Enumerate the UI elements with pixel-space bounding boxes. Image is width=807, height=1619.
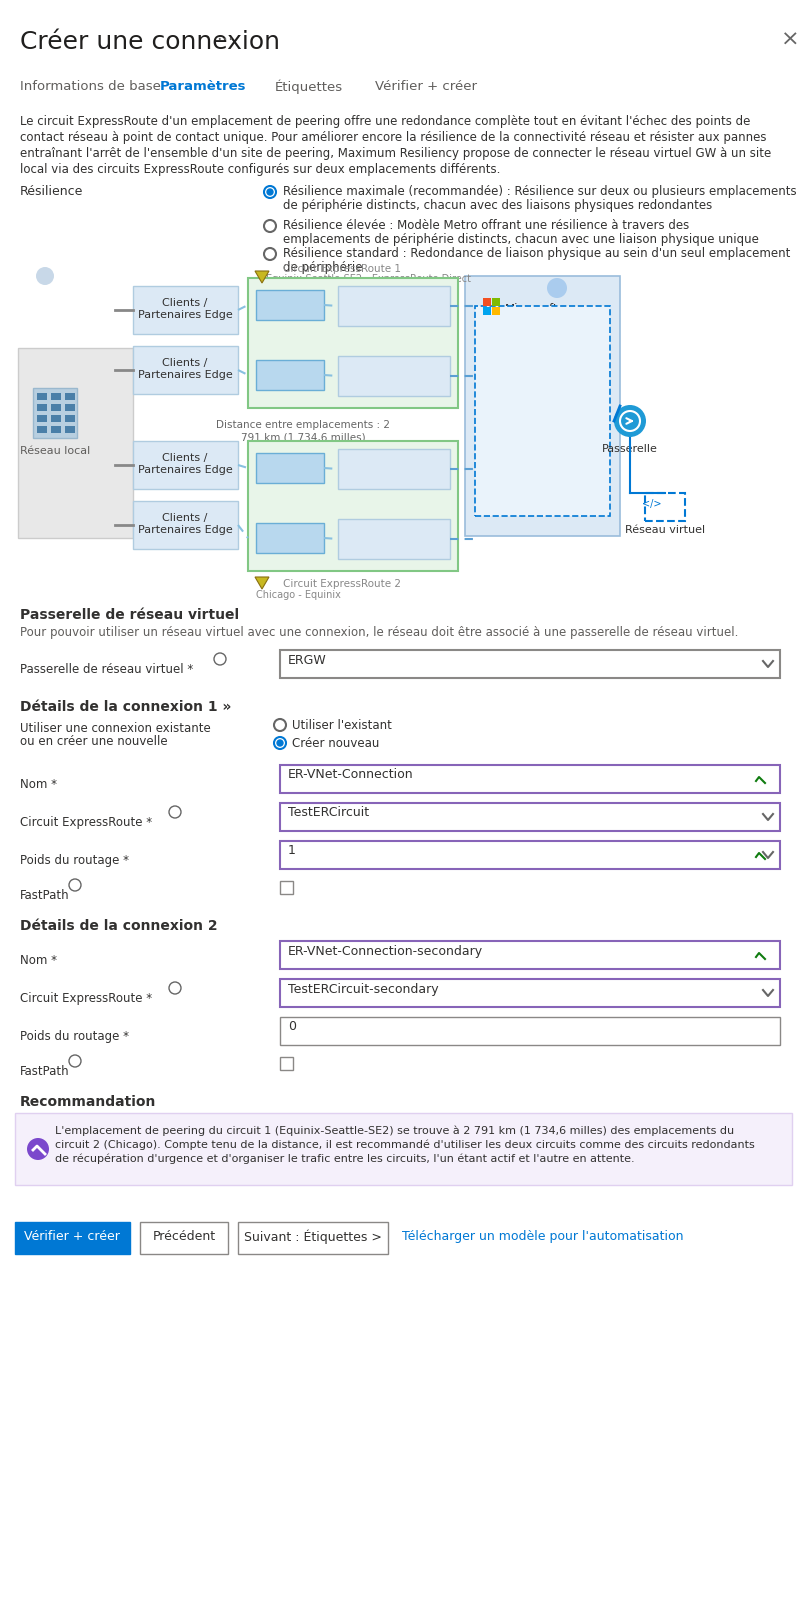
FancyBboxPatch shape bbox=[65, 405, 75, 411]
FancyBboxPatch shape bbox=[51, 426, 61, 432]
Text: Télécharger un modèle pour l'automatisation: Télécharger un modèle pour l'automatisat… bbox=[402, 1230, 684, 1243]
Text: Clients /: Clients / bbox=[162, 513, 207, 523]
Circle shape bbox=[69, 1056, 81, 1067]
Text: Distance entre emplacements : 2: Distance entre emplacements : 2 bbox=[216, 419, 390, 431]
Text: 0: 0 bbox=[288, 1020, 296, 1033]
Text: local via des circuits ExpressRoute configurés sur deux emplacements différents.: local via des circuits ExpressRoute conf… bbox=[20, 164, 500, 176]
Text: Résilience: Résilience bbox=[20, 185, 83, 198]
Text: Chicago - Equinix: Chicago - Equinix bbox=[256, 589, 341, 601]
Text: Pour pouvoir utiliser un réseau virtuel avec une connexion, le réseau doit être : Pour pouvoir utiliser un réseau virtuel … bbox=[20, 627, 738, 640]
Text: Utiliser l'existant: Utiliser l'existant bbox=[292, 719, 392, 732]
Text: Réseau local: Réseau local bbox=[20, 445, 90, 457]
Polygon shape bbox=[255, 270, 269, 283]
FancyBboxPatch shape bbox=[37, 414, 47, 423]
Text: Equinix-Seattle-SE2 - ExpressRoute Direct: Equinix-Seattle-SE2 - ExpressRoute Direc… bbox=[266, 274, 471, 283]
Text: Vérifier + créer: Vérifier + créer bbox=[24, 1230, 120, 1243]
FancyBboxPatch shape bbox=[15, 1222, 130, 1255]
Text: contact réseau à point de contact unique. Pour améliorer encore la résilience de: contact réseau à point de contact unique… bbox=[20, 131, 767, 144]
Text: TestERCircuit-secondary: TestERCircuit-secondary bbox=[288, 983, 439, 996]
FancyBboxPatch shape bbox=[37, 426, 47, 432]
Text: ER-VNet-Connection-secondary: ER-VNet-Connection-secondary bbox=[288, 944, 483, 957]
FancyBboxPatch shape bbox=[51, 414, 61, 423]
FancyBboxPatch shape bbox=[65, 393, 75, 400]
FancyBboxPatch shape bbox=[248, 440, 458, 572]
Circle shape bbox=[69, 879, 81, 890]
FancyBboxPatch shape bbox=[238, 1222, 388, 1255]
Text: 1: 1 bbox=[288, 845, 296, 858]
FancyBboxPatch shape bbox=[256, 453, 324, 482]
Text: i: i bbox=[73, 881, 77, 890]
FancyBboxPatch shape bbox=[256, 290, 324, 321]
Text: i: i bbox=[174, 808, 176, 818]
Text: 791 km (1 734,6 milles): 791 km (1 734,6 milles) bbox=[240, 432, 366, 444]
Text: Partenaires Edge: Partenaires Edge bbox=[138, 371, 232, 380]
Text: Utiliser une connexion existante: Utiliser une connexion existante bbox=[20, 722, 211, 735]
Text: Microsoft: Microsoft bbox=[370, 525, 418, 534]
Circle shape bbox=[36, 267, 54, 285]
FancyBboxPatch shape bbox=[133, 500, 238, 549]
FancyBboxPatch shape bbox=[280, 1057, 293, 1070]
FancyBboxPatch shape bbox=[33, 389, 77, 439]
FancyBboxPatch shape bbox=[65, 414, 75, 423]
FancyBboxPatch shape bbox=[280, 881, 293, 894]
Text: de périphérie distincts, chacun avec des liaisons physiques redondantes: de périphérie distincts, chacun avec des… bbox=[283, 199, 713, 212]
FancyBboxPatch shape bbox=[280, 840, 780, 869]
FancyBboxPatch shape bbox=[18, 348, 133, 538]
FancyBboxPatch shape bbox=[483, 298, 491, 306]
FancyBboxPatch shape bbox=[133, 346, 238, 393]
Text: Suivant : Étiquettes >: Suivant : Étiquettes > bbox=[244, 1230, 382, 1245]
Text: Passerelle: Passerelle bbox=[602, 444, 658, 453]
FancyBboxPatch shape bbox=[280, 803, 780, 831]
Text: TestERCircuit: TestERCircuit bbox=[288, 806, 369, 819]
Circle shape bbox=[214, 652, 226, 665]
FancyBboxPatch shape bbox=[256, 523, 324, 554]
Text: Lien 1: Lien 1 bbox=[274, 298, 306, 308]
Text: Détails de la connexion 2: Détails de la connexion 2 bbox=[20, 920, 218, 933]
Circle shape bbox=[27, 1138, 49, 1159]
Text: Nom *: Nom * bbox=[20, 954, 57, 967]
Text: Poids du routage *: Poids du routage * bbox=[20, 853, 129, 868]
FancyBboxPatch shape bbox=[248, 278, 458, 408]
Text: Microsoft: Microsoft bbox=[370, 363, 418, 372]
Text: Précédent: Précédent bbox=[153, 1230, 215, 1243]
Text: Le circuit ExpressRoute d'un emplacement de peering offre une redondance complèt: Le circuit ExpressRoute d'un emplacement… bbox=[20, 115, 751, 128]
Text: Enterprise Edge 1: Enterprise Edge 1 bbox=[348, 466, 441, 478]
Text: Circuit ExpressRoute *: Circuit ExpressRoute * bbox=[20, 816, 153, 829]
Text: Résilience élevée : Modèle Metro offrant une résilience à travers des: Résilience élevée : Modèle Metro offrant… bbox=[283, 219, 689, 232]
FancyBboxPatch shape bbox=[10, 257, 797, 588]
FancyBboxPatch shape bbox=[51, 405, 61, 411]
Text: de périphérie: de périphérie bbox=[283, 261, 362, 274]
FancyBboxPatch shape bbox=[338, 448, 450, 489]
FancyBboxPatch shape bbox=[492, 308, 500, 316]
Text: i: i bbox=[219, 656, 221, 664]
Text: FastPath: FastPath bbox=[20, 889, 69, 902]
FancyBboxPatch shape bbox=[492, 298, 500, 306]
FancyBboxPatch shape bbox=[280, 766, 780, 793]
FancyBboxPatch shape bbox=[280, 649, 780, 678]
Text: Lien 2: Lien 2 bbox=[274, 531, 306, 541]
Text: ×: × bbox=[780, 31, 799, 50]
Text: Nom *: Nom * bbox=[20, 779, 57, 792]
Text: Clients /: Clients / bbox=[162, 358, 207, 368]
Text: ERGW: ERGW bbox=[288, 654, 327, 667]
Text: Microsoft: Microsoft bbox=[370, 291, 418, 303]
Text: Partenaires Edge: Partenaires Edge bbox=[138, 525, 232, 534]
Text: Circuit ExpressRoute *: Circuit ExpressRoute * bbox=[20, 992, 153, 1005]
FancyBboxPatch shape bbox=[37, 405, 47, 411]
Text: i: i bbox=[73, 1057, 77, 1065]
Text: Clients /: Clients / bbox=[162, 298, 207, 308]
Text: Passerelle de réseau virtuel *: Passerelle de réseau virtuel * bbox=[20, 664, 193, 677]
Text: Vérifier + créer: Vérifier + créer bbox=[375, 79, 477, 92]
Circle shape bbox=[547, 278, 567, 298]
Text: Circuit ExpressRoute 1: Circuit ExpressRoute 1 bbox=[283, 264, 401, 274]
Text: Informations de base: Informations de base bbox=[20, 79, 161, 92]
Circle shape bbox=[614, 405, 646, 437]
FancyBboxPatch shape bbox=[280, 979, 780, 1007]
Text: Microsoft: Microsoft bbox=[370, 455, 418, 465]
Text: emplacements de périphérie distincts, chacun avec une liaison physique unique: emplacements de périphérie distincts, ch… bbox=[283, 233, 759, 246]
FancyBboxPatch shape bbox=[256, 359, 324, 390]
Text: i: i bbox=[174, 984, 176, 992]
Text: Étiquettes: Étiquettes bbox=[275, 79, 343, 94]
Text: FastPath: FastPath bbox=[20, 1065, 69, 1078]
